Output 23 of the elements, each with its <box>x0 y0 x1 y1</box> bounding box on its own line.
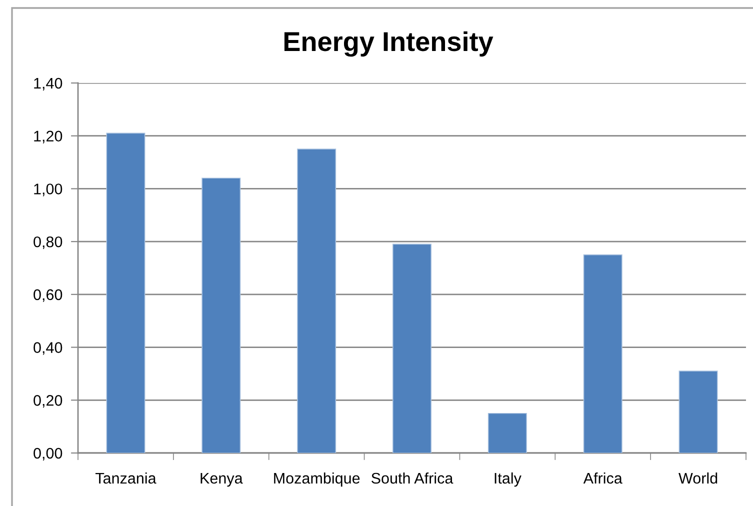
bar <box>488 412 527 453</box>
y-tick-label: 0,60 <box>34 289 62 302</box>
bar <box>392 244 432 453</box>
x-tick-label: Tanzania <box>95 472 156 484</box>
bar <box>678 370 718 453</box>
y-tick-label: 0,80 <box>34 236 62 250</box>
bar <box>202 178 241 453</box>
y-tick-label: 0,40 <box>34 342 62 355</box>
chart-title: Energy Intensity <box>284 31 494 57</box>
bar <box>106 132 146 453</box>
x-tick-label: Africa <box>583 472 622 484</box>
y-tick-label: 1,40 <box>34 78 62 90</box>
bar <box>583 254 622 453</box>
x-tick-label: Kenya <box>200 473 243 487</box>
y-tick-label: 1,00 <box>34 184 62 196</box>
x-tick-label: World <box>678 472 718 484</box>
y-tick-label: 0,20 <box>34 395 62 408</box>
y-tick-label: 0,00 <box>34 448 62 460</box>
x-tick-label: South Africa <box>372 472 454 484</box>
bar <box>297 148 336 453</box>
x-tick-label: Italy <box>494 472 522 487</box>
x-tick-label: Mozambique <box>274 472 360 487</box>
y-tick-label: 1,20 <box>34 130 62 144</box>
